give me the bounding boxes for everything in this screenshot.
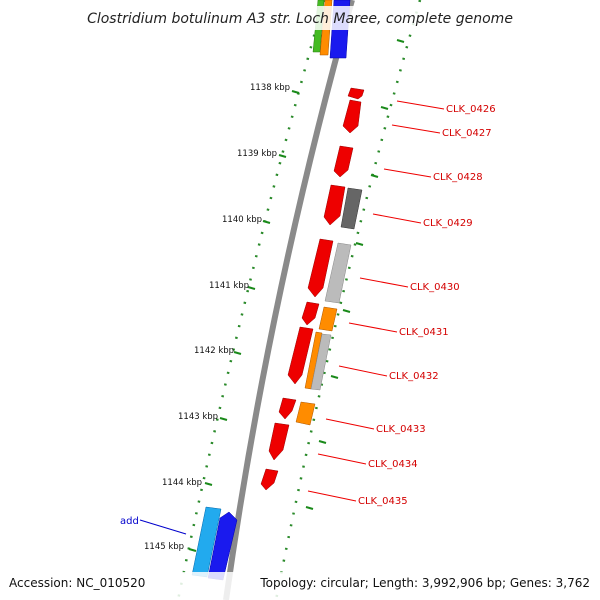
gene-clk-0428[interactable]	[333, 145, 354, 178]
gene-clk-0435[interactable]	[260, 468, 279, 491]
gene-gray-light-2[interactable]	[310, 333, 332, 391]
gene-label-clk-0429[interactable]: CLK_0429	[423, 218, 473, 229]
gene-label-clk-0434[interactable]: CLK_0434	[368, 459, 418, 470]
kbp-ticks	[188, 90, 300, 552]
gene-orange-3[interactable]	[295, 401, 316, 426]
kbp-label-1141: 1141 kbp	[209, 281, 249, 291]
kbp-label-1140: 1140 kbp	[222, 215, 262, 225]
gene-label-clk-0428[interactable]: CLK_0428	[433, 172, 483, 183]
gene-label-clk-0431[interactable]: CLK_0431	[399, 327, 449, 338]
gene-label-clk-0427[interactable]: CLK_0427	[442, 128, 492, 139]
gene-clk-0431[interactable]	[301, 301, 320, 326]
gene-clk-0427[interactable]	[342, 99, 362, 134]
accession-text: Accession: NC_010520	[9, 576, 145, 590]
genome-backbone	[223, 0, 355, 600]
gene-gray-light-1[interactable]	[324, 242, 352, 304]
gene-label-clk-0433[interactable]: CLK_0433	[376, 424, 426, 435]
gene-clk-0426[interactable]	[347, 87, 365, 100]
gene-clk-0430[interactable]	[307, 238, 334, 298]
red-genes[interactable]	[260, 87, 365, 491]
page-title: Clostridium botulinum A3 str. Loch Maree…	[87, 11, 513, 27]
gene-label-clk-0426[interactable]: CLK_0426	[446, 104, 496, 115]
gene-clk-0432[interactable]	[287, 326, 314, 385]
label-connectors	[307, 100, 445, 502]
add-link[interactable]: add	[120, 516, 139, 527]
gene-clk-0429[interactable]	[323, 184, 346, 226]
secondary-genes[interactable]	[295, 187, 363, 426]
gene-label-clk-0432[interactable]: CLK_0432	[389, 371, 439, 382]
kbp-label-1145: 1145 kbp	[144, 542, 184, 552]
kbp-label-1139: 1139 kbp	[237, 149, 277, 159]
bottom-features[interactable]	[191, 506, 238, 581]
gene-orange-1[interactable]	[318, 306, 338, 332]
gene-clk-0433[interactable]	[278, 397, 297, 420]
kbp-label-1138: 1138 kbp	[250, 83, 290, 93]
gene-clk-0434[interactable]	[268, 422, 290, 461]
genome-summary-text: Topology: circular; Length: 3,992,906 bp…	[259, 576, 590, 590]
kbp-label-1143: 1143 kbp	[178, 412, 218, 422]
footer-background	[0, 572, 600, 600]
add-connector	[139, 519, 187, 535]
kbp-label-1144: 1144 kbp	[162, 478, 202, 488]
gene-label-clk-0435[interactable]: CLK_0435	[358, 496, 408, 507]
inner-ruler	[274, 0, 422, 600]
title-background	[86, 6, 514, 30]
inner-ticks	[305, 39, 405, 510]
gene-label-clk-0430[interactable]: CLK_0430	[410, 282, 460, 293]
gene-gray-dark[interactable]	[340, 187, 363, 230]
kbp-label-1142: 1142 kbp	[194, 346, 234, 356]
